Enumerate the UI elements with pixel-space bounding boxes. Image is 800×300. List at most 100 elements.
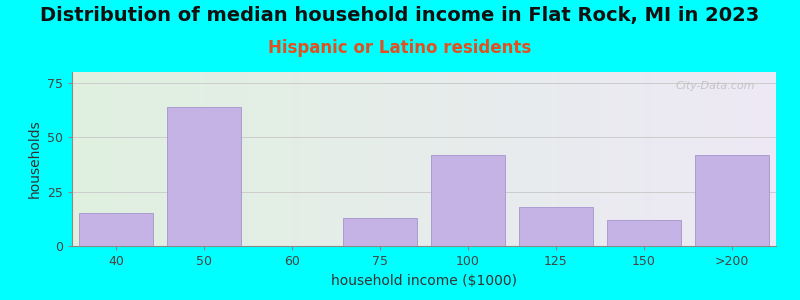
Bar [771,72,774,246]
Bar [504,72,506,246]
Bar [506,72,509,246]
Bar [321,72,323,246]
Bar [354,72,356,246]
Bar [534,72,537,246]
Bar [222,72,225,246]
Bar [647,72,650,246]
Bar [126,72,128,246]
Bar [640,72,642,246]
Bar [265,72,266,246]
Bar [482,72,485,246]
Bar [610,72,612,246]
Bar [326,72,328,246]
Bar [698,72,701,246]
Bar [78,213,154,246]
Bar [614,72,617,246]
Bar [562,72,565,246]
Bar [333,72,335,246]
Bar [154,72,157,246]
Bar [175,72,178,246]
Bar [114,72,117,246]
Bar [713,72,715,246]
Bar [750,72,753,246]
Bar [593,72,595,246]
Bar [746,72,748,246]
Bar [161,72,163,246]
Bar [361,72,363,246]
Bar [328,72,330,246]
Bar [86,72,89,246]
Bar [617,72,618,246]
Bar [417,72,419,246]
Bar [323,72,326,246]
Bar [124,72,126,246]
Bar [497,72,499,246]
Bar [119,72,122,246]
Text: Distribution of median household income in Flat Rock, MI in 2023: Distribution of median household income … [40,6,760,25]
Bar [231,72,234,246]
Bar [398,72,401,246]
Bar [276,72,278,246]
Bar [150,72,152,246]
Bar [218,72,220,246]
Bar [266,72,269,246]
Y-axis label: households: households [27,120,42,198]
Bar [157,72,159,246]
Bar [84,72,86,246]
Bar [316,72,318,246]
Bar [650,72,652,246]
Bar [726,72,729,246]
Bar [152,72,154,246]
Bar [570,72,572,246]
Bar [145,72,147,246]
Bar [122,72,124,246]
Bar [530,72,532,246]
Bar [430,154,506,246]
Bar [436,72,438,246]
Bar [689,72,691,246]
Bar [715,72,718,246]
Bar [358,72,361,246]
Bar [442,72,445,246]
Bar [450,72,452,246]
Bar [166,107,242,246]
Bar [274,72,276,246]
Bar [382,72,384,246]
Bar [480,72,482,246]
Bar [694,154,770,246]
Bar [675,72,678,246]
Bar [577,72,579,246]
Bar [128,72,130,246]
Bar [286,72,288,246]
Bar [366,72,368,246]
Bar [694,72,696,246]
Bar [454,72,457,246]
Bar [434,72,436,246]
Bar [105,72,107,246]
Bar [626,72,628,246]
Bar [680,72,682,246]
Bar [419,72,422,246]
Bar [567,72,570,246]
Bar [687,72,689,246]
Bar [166,72,168,246]
Bar [673,72,675,246]
Bar [645,72,647,246]
Bar [342,218,418,246]
Bar [537,72,539,246]
Bar [163,72,166,246]
Bar [89,72,90,246]
Bar [225,72,227,246]
Bar [661,72,663,246]
Bar [342,72,344,246]
Bar [133,72,135,246]
Bar [288,72,290,246]
Bar [553,72,555,246]
Bar [642,72,645,246]
Bar [234,72,236,246]
Bar [281,72,283,246]
Bar [79,72,82,246]
Bar [394,72,396,246]
Bar [466,72,469,246]
Bar [391,72,394,246]
